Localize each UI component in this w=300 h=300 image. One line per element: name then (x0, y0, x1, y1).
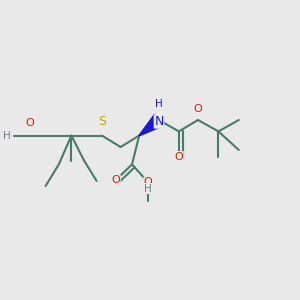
Text: O: O (194, 104, 202, 114)
Text: H: H (144, 184, 152, 194)
Text: S: S (98, 115, 106, 128)
Text: N: N (154, 115, 164, 128)
Text: H: H (3, 130, 11, 141)
Polygon shape (139, 114, 164, 136)
Text: O: O (111, 175, 120, 185)
Text: H: H (155, 99, 163, 110)
Text: O: O (26, 118, 34, 128)
Text: O: O (174, 152, 183, 162)
Text: O: O (144, 177, 153, 188)
